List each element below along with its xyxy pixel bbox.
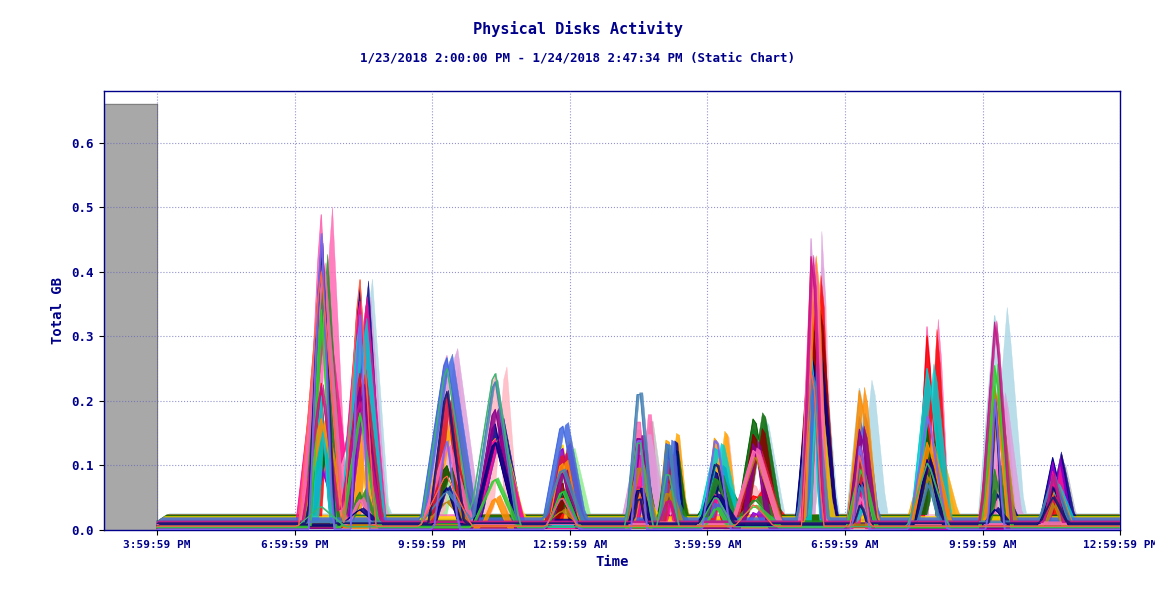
Polygon shape: [157, 255, 1123, 523]
Polygon shape: [157, 413, 1130, 521]
Polygon shape: [157, 387, 1128, 522]
Y-axis label: Total GB: Total GB: [51, 277, 65, 344]
Polygon shape: [157, 279, 1133, 522]
X-axis label: Time: Time: [595, 555, 629, 569]
Polygon shape: [157, 233, 1122, 530]
Polygon shape: [157, 384, 1125, 529]
Polygon shape: [157, 267, 1132, 522]
Polygon shape: [157, 370, 1126, 529]
Polygon shape: [157, 413, 1131, 522]
Polygon shape: [157, 275, 1131, 528]
Polygon shape: [157, 356, 1133, 527]
Polygon shape: [157, 256, 1124, 524]
Polygon shape: [157, 207, 1132, 522]
Polygon shape: [157, 231, 1131, 523]
Polygon shape: [157, 393, 1128, 529]
Polygon shape: [157, 318, 1127, 527]
Polygon shape: [157, 403, 1133, 528]
Polygon shape: [157, 243, 1123, 524]
Polygon shape: [157, 383, 1125, 527]
Polygon shape: [157, 368, 1122, 527]
Polygon shape: [157, 308, 1124, 528]
Polygon shape: [157, 375, 1123, 523]
Polygon shape: [157, 440, 1124, 526]
Polygon shape: [157, 297, 1127, 529]
Polygon shape: [157, 281, 1130, 525]
Polygon shape: [157, 354, 1126, 521]
Polygon shape: [157, 256, 1126, 528]
Polygon shape: [157, 272, 1120, 526]
Polygon shape: [104, 104, 157, 530]
Polygon shape: [157, 310, 1130, 526]
Polygon shape: [157, 254, 1127, 525]
Text: Physical Disks Activity: Physical Disks Activity: [472, 21, 683, 37]
Polygon shape: [157, 521, 1133, 530]
Text: 1/23/2018 2:00:00 PM - 1/24/2018 2:47:34 PM (Static Chart): 1/23/2018 2:00:00 PM - 1/24/2018 2:47:34…: [360, 52, 795, 65]
